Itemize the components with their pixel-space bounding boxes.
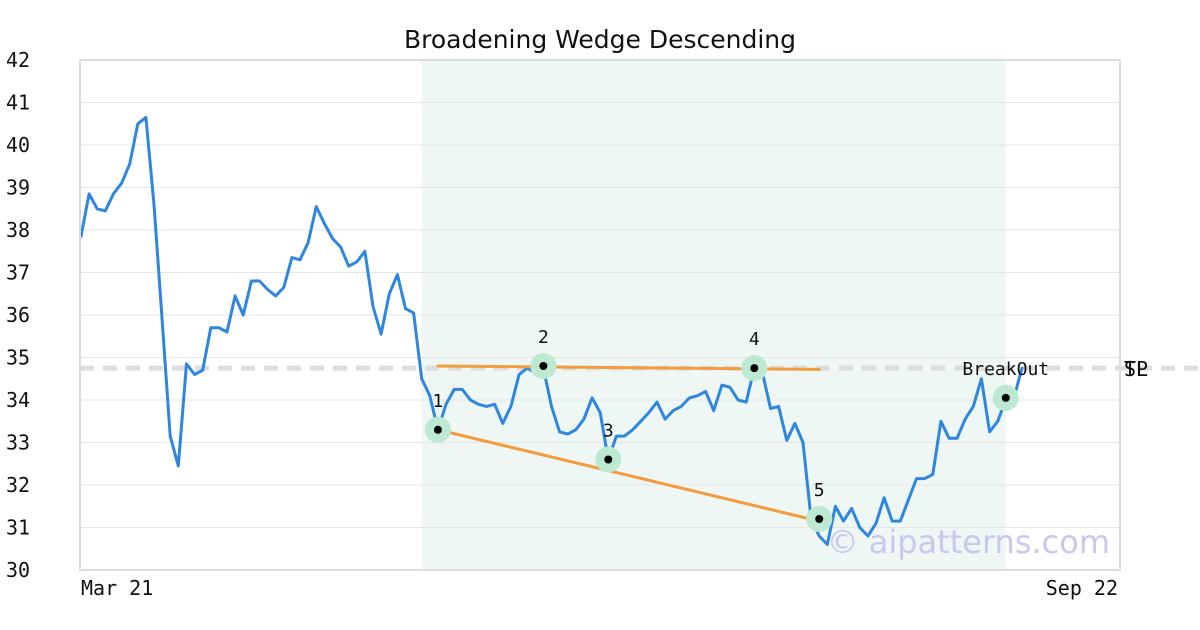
x-tick-label: Sep 22: [1046, 576, 1118, 600]
chart-title: Broadening Wedge Descending: [404, 25, 796, 54]
pattern-point-layer: 1 2 3 4 5 BreakOut: [424, 327, 1049, 532]
x-tick-label: Mar 21: [81, 576, 153, 600]
pattern-point-label: 1: [433, 391, 444, 412]
pattern-point: [1001, 393, 1010, 402]
pattern-point-label: 5: [814, 480, 825, 501]
y-tick-label: 31: [6, 516, 30, 540]
plot-frame-layer: [79, 59, 1121, 571]
y-tick-label: 42: [6, 48, 30, 72]
y-tick-label: 34: [6, 388, 30, 412]
pattern-point: [750, 364, 759, 373]
y-tick-label: 37: [6, 261, 30, 285]
y-tick-label: 32: [6, 473, 30, 497]
pattern-point: [539, 362, 548, 370]
watermark-text: © aipatterns.com: [827, 523, 1110, 561]
tp-label: TP: [1124, 357, 1148, 381]
y-tick-label: 30: [6, 558, 30, 582]
pattern-point-label: 4: [749, 329, 760, 350]
y-tick-label: 41: [6, 91, 30, 115]
y-tick-label: 35: [6, 346, 30, 370]
pattern-point: [604, 455, 613, 464]
y-tick-label: 39: [6, 176, 30, 200]
pattern-point-label: BreakOut: [962, 359, 1049, 380]
price-series-line: [79, 115, 1024, 546]
pattern-point: [433, 425, 442, 434]
y-tick-label: 33: [6, 431, 30, 455]
pattern-point: [815, 515, 824, 523]
y-tick-label: 40: [6, 133, 30, 157]
y-tick-label: 36: [6, 303, 30, 327]
price-line-layer: [79, 115, 1024, 546]
pattern-point-label: 2: [538, 327, 549, 348]
lower-trend-line: [436, 428, 821, 523]
sl-label: SL: [1124, 357, 1148, 381]
y-tick-label: 38: [6, 218, 30, 242]
pattern-point-label: 3: [603, 421, 614, 442]
grid-layer: [80, 102, 1120, 528]
plot-frame: [79, 59, 1121, 571]
